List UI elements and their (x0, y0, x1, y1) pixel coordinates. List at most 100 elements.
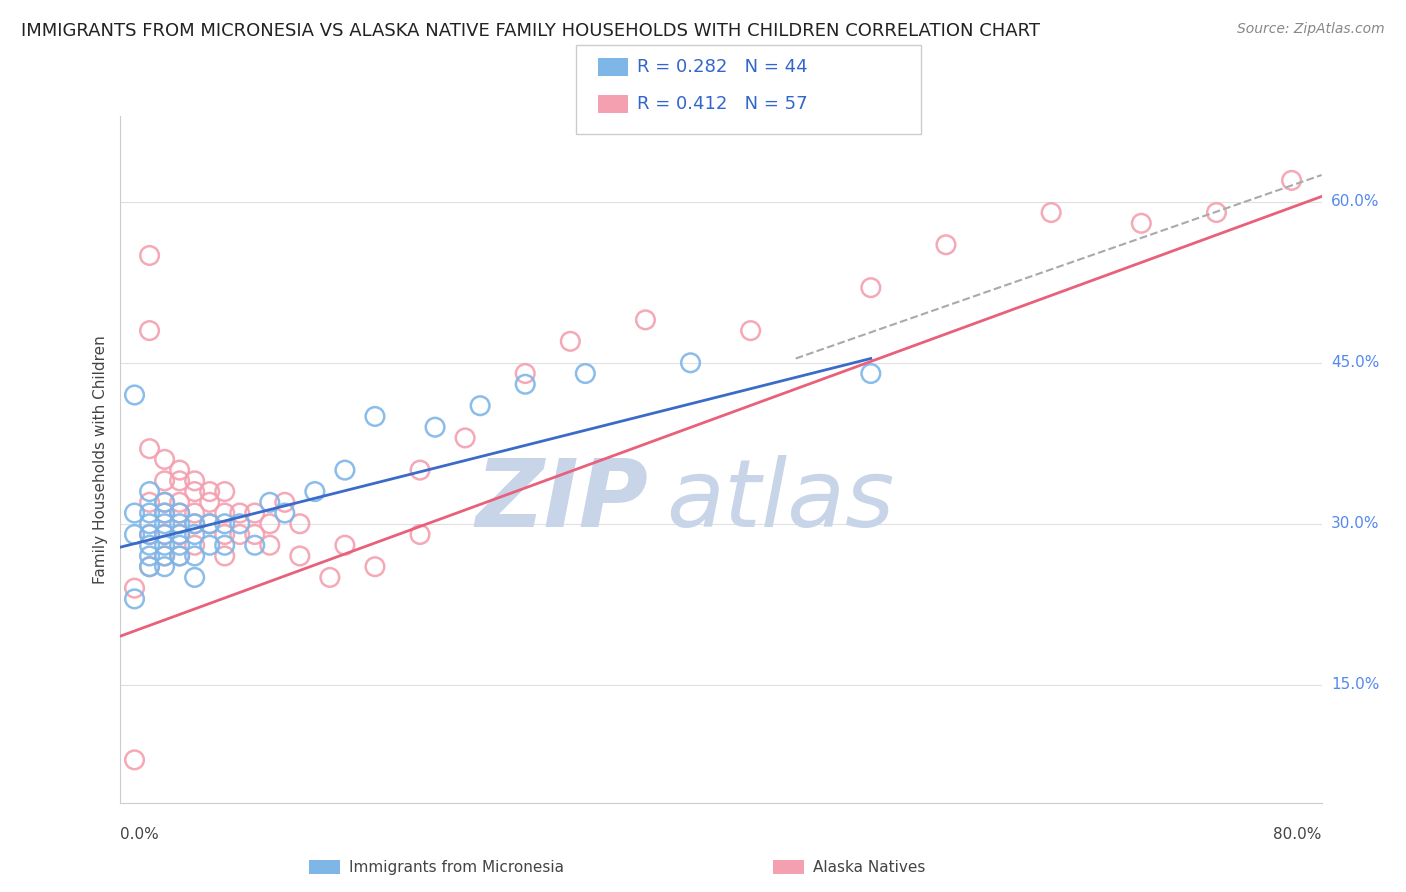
Point (183, 474, 205, 488)
Point (740, 324, 762, 338)
Y-axis label: Family Households with Children: Family Households with Children (93, 335, 108, 583)
Point (364, 409, 387, 424)
Point (319, 570, 342, 584)
Text: 30.0%: 30.0% (1331, 516, 1379, 532)
Point (153, 452, 176, 467)
Point (183, 570, 205, 584)
Point (124, 591, 146, 606)
Point (153, 527, 176, 541)
Point (169, 506, 191, 520)
Point (243, 506, 266, 520)
Point (169, 549, 191, 563)
Point (515, 367, 537, 381)
Point (409, 463, 432, 477)
Point (183, 549, 205, 563)
Point (153, 474, 176, 488)
Point (169, 506, 191, 520)
Point (679, 356, 702, 370)
Point (259, 538, 281, 552)
Point (198, 495, 221, 509)
Text: Immigrants from Micronesia: Immigrants from Micronesia (349, 860, 564, 874)
Point (153, 559, 176, 574)
Point (454, 431, 477, 445)
Point (153, 506, 176, 520)
Point (198, 516, 221, 531)
Point (274, 506, 297, 520)
Point (214, 549, 236, 563)
Point (634, 313, 657, 327)
Text: 0.0%: 0.0% (120, 827, 159, 842)
Point (169, 516, 191, 531)
Point (124, 388, 146, 402)
Text: ZIP: ZIP (475, 455, 648, 547)
Point (859, 367, 882, 381)
Point (423, 420, 446, 434)
Point (183, 538, 205, 552)
Point (214, 516, 236, 531)
Point (198, 484, 221, 499)
Point (1040, 205, 1063, 219)
Point (169, 474, 191, 488)
Point (574, 367, 596, 381)
Point (153, 538, 176, 552)
Point (124, 581, 146, 595)
Point (138, 538, 160, 552)
Point (468, 399, 492, 413)
Point (153, 495, 176, 509)
Point (198, 516, 221, 531)
Text: Alaska Natives: Alaska Natives (813, 860, 925, 874)
Point (153, 495, 176, 509)
Point (183, 527, 205, 541)
Point (153, 527, 176, 541)
Point (169, 527, 191, 541)
Point (243, 527, 266, 541)
Point (228, 516, 252, 531)
Point (560, 334, 582, 349)
Text: R = 0.282   N = 44: R = 0.282 N = 44 (637, 58, 807, 76)
Point (153, 549, 176, 563)
Point (153, 516, 176, 531)
Point (364, 559, 387, 574)
Point (214, 484, 236, 499)
Point (333, 463, 356, 477)
Point (214, 527, 236, 541)
Point (138, 324, 160, 338)
Point (214, 538, 236, 552)
Point (153, 549, 176, 563)
Point (214, 506, 236, 520)
Point (409, 527, 432, 541)
Point (515, 377, 537, 392)
Point (169, 463, 191, 477)
Point (304, 484, 326, 499)
Point (169, 527, 191, 541)
Point (274, 495, 297, 509)
Point (169, 495, 191, 509)
Text: 45.0%: 45.0% (1331, 355, 1379, 370)
Point (124, 753, 146, 767)
Point (228, 527, 252, 541)
Point (169, 549, 191, 563)
Point (138, 527, 160, 541)
Point (138, 442, 160, 456)
Point (169, 538, 191, 552)
Point (198, 538, 221, 552)
Point (183, 516, 205, 531)
Point (935, 237, 957, 252)
Point (1130, 216, 1153, 230)
Point (138, 506, 160, 520)
Point (228, 506, 252, 520)
Point (333, 538, 356, 552)
Text: 15.0%: 15.0% (1331, 677, 1379, 692)
Text: Source: ZipAtlas.com: Source: ZipAtlas.com (1237, 22, 1385, 37)
Point (1205, 205, 1227, 219)
Point (138, 248, 160, 262)
Point (1281, 173, 1303, 187)
Point (124, 527, 146, 541)
Point (183, 516, 205, 531)
Text: IMMIGRANTS FROM MICRONESIA VS ALASKA NATIVE FAMILY HOUSEHOLDS WITH CHILDREN CORR: IMMIGRANTS FROM MICRONESIA VS ALASKA NAT… (21, 22, 1040, 40)
Point (138, 549, 160, 563)
Point (288, 549, 311, 563)
Point (288, 516, 311, 531)
Text: atlas: atlas (666, 455, 894, 546)
Point (183, 506, 205, 520)
